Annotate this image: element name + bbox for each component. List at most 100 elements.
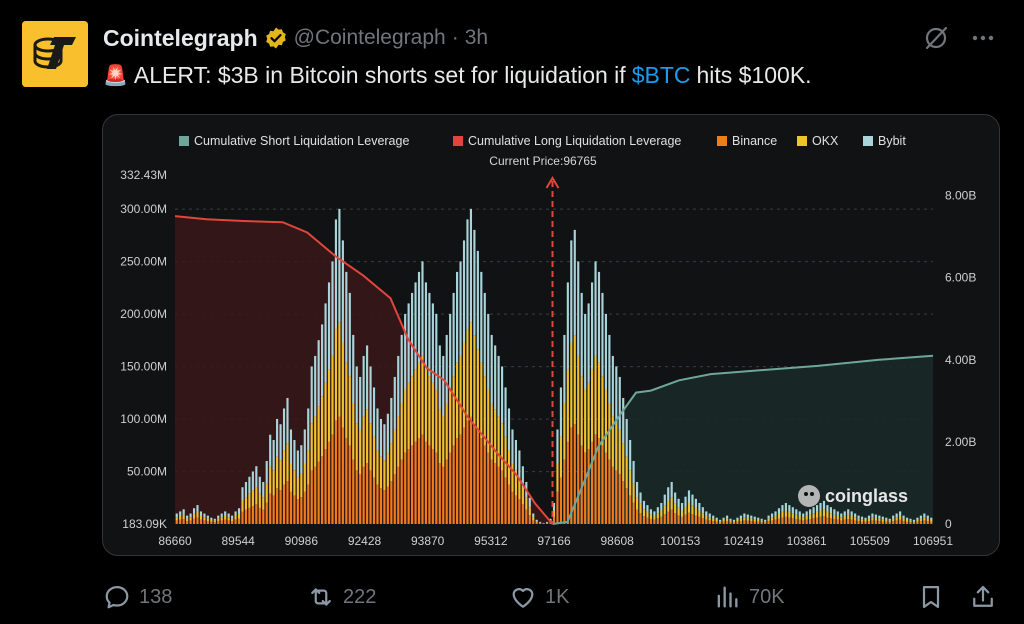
liquidation-bar	[449, 313, 452, 524]
liquidation-bar	[514, 439, 517, 524]
liquidation-bar	[511, 429, 514, 524]
views-button[interactable]: 70K	[713, 582, 785, 612]
liquidation-bar	[404, 313, 407, 524]
share-button[interactable]	[969, 582, 997, 612]
liquidation-bar	[687, 490, 691, 524]
liquidation-bar	[327, 282, 331, 524]
x-tick: 102419	[723, 534, 763, 548]
liquidation-bar	[196, 505, 199, 524]
like-icon	[512, 588, 534, 608]
liquidation-bar	[584, 313, 587, 524]
liquidation-bar	[417, 271, 421, 524]
liquidation-bar	[629, 439, 632, 524]
liquidation-bar	[923, 513, 926, 524]
liquidation-bar	[504, 387, 507, 524]
liquidation-bar	[916, 517, 919, 524]
x-tick: 100153	[660, 534, 700, 548]
tweet-time[interactable]: 3h	[464, 26, 489, 49]
author-handle[interactable]: @Cointelegraph	[293, 26, 446, 49]
tweet-header: Cointelegraph @Cointelegraph · 3h	[103, 22, 488, 54]
repost-count: 222	[343, 585, 377, 608]
liquidation-bar	[743, 513, 746, 524]
liquidation-bar	[587, 303, 590, 524]
liquidation-bar	[213, 518, 216, 524]
avatar[interactable]	[22, 21, 88, 87]
y-right-tick: 6.00B	[945, 271, 976, 285]
x-tick: 103861	[787, 534, 827, 548]
bookmark-button[interactable]	[917, 582, 945, 612]
liquidation-bar	[390, 397, 393, 524]
y-left-tick: 150.00M	[120, 360, 167, 374]
liquidation-bar	[542, 522, 545, 524]
liquidation-bar	[310, 366, 313, 524]
legend-item: Bybit	[863, 134, 906, 148]
x-tick: 86660	[158, 534, 192, 548]
liquidation-bar	[324, 303, 327, 524]
retweet-icon	[311, 588, 331, 606]
liquidation-bar	[750, 515, 753, 524]
legend-item: Binance	[717, 134, 777, 148]
liquidation-bar	[649, 509, 652, 524]
liquidation-bar	[397, 355, 400, 524]
liquidation-bar	[860, 516, 864, 524]
long-liquidation-line	[174, 215, 554, 525]
liquidation-bar	[314, 355, 317, 524]
legend-label: Bybit	[878, 134, 906, 148]
liquidation-bar	[694, 498, 697, 524]
liquidation-bar	[909, 518, 912, 524]
liquidation-bar	[490, 334, 493, 524]
liquidation-bar	[334, 219, 338, 524]
liquidation-bar	[757, 517, 760, 524]
liquidation-bar	[770, 513, 774, 524]
liquidation-bar	[753, 516, 756, 524]
liquidation-bar	[829, 507, 832, 524]
like-button[interactable]: 1K	[509, 582, 569, 612]
liquidation-bar	[639, 492, 642, 524]
liquidation-bar	[677, 498, 680, 524]
liquidation-bar	[255, 466, 258, 524]
more-icon[interactable]	[970, 25, 996, 51]
liquidation-bar	[715, 517, 718, 524]
grok-icon[interactable]	[922, 24, 950, 52]
liquidation-bar	[186, 515, 189, 524]
liquidation-bar	[476, 250, 479, 524]
y-left-tick: 200.00M	[120, 307, 167, 321]
liquidation-bar	[362, 355, 365, 524]
liquidation-bar	[878, 515, 881, 524]
liquidation-bar	[819, 502, 822, 524]
x-tick: 105509	[850, 534, 890, 548]
liquidation-bar	[518, 450, 521, 524]
liquidation-bar	[442, 355, 445, 524]
liquidation-bar	[594, 261, 597, 524]
reply-button[interactable]: 138	[103, 582, 172, 612]
liquidation-bar	[840, 513, 843, 524]
liquidation-bar	[466, 219, 469, 524]
liquidation-bar	[272, 439, 275, 524]
liquidation-bar	[552, 502, 556, 524]
author-name[interactable]: Cointelegraph	[103, 24, 258, 51]
liquidation-bar	[622, 397, 625, 524]
liquidation-bar	[857, 515, 860, 524]
liquidation-bar	[231, 515, 234, 524]
cashtag-link[interactable]: $BTC	[631, 62, 691, 88]
liquidation-bar	[248, 476, 251, 524]
liquidation-bar	[836, 511, 839, 524]
liquidation-bar	[237, 508, 241, 524]
liquidation-bar	[573, 229, 576, 524]
liquidation-bar	[483, 292, 486, 524]
liquidation-bar	[680, 502, 684, 524]
liquidation-bar	[428, 292, 431, 524]
tweet-media-chart[interactable]: Cumulative Short Liquidation Leverage Cum…	[102, 114, 1000, 556]
liquidation-bar	[646, 505, 649, 524]
liquidation-bar	[265, 460, 268, 524]
liquidation-bar	[642, 500, 646, 524]
alert-emoji: 🚨	[103, 65, 128, 87]
liquidation-bar	[421, 261, 424, 524]
repost-button[interactable]: 222	[307, 582, 376, 612]
liquidation-bar	[864, 517, 867, 524]
views-icon	[717, 586, 738, 608]
y-right-tick: 2.00B	[945, 435, 976, 449]
liquidation-bar	[276, 418, 279, 524]
liquidation-bar	[850, 511, 853, 524]
legend-item: Cumulative Short Liquidation Leverage	[179, 134, 409, 148]
